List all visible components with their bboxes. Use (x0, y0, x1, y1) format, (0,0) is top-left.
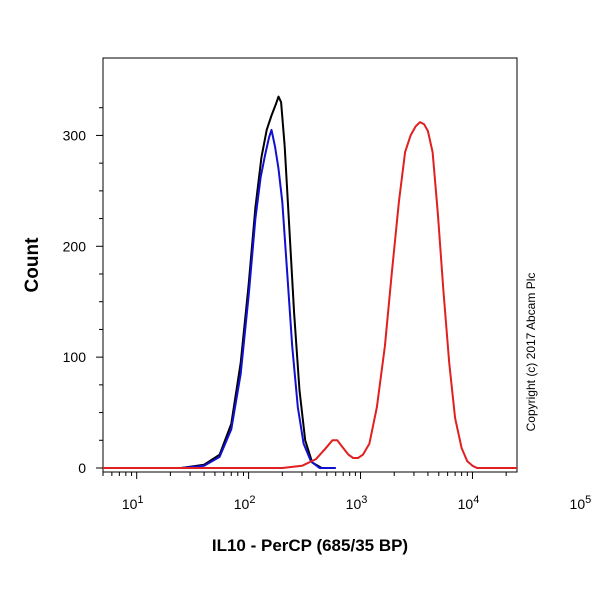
series-line-1 (103, 95, 336, 469)
y-axis-title: Count (22, 237, 43, 293)
copyright-annotation: Copyright (c) 2017 Abcam Plc (524, 273, 538, 432)
series-layer (103, 95, 517, 469)
x-tick-label: 102 (234, 494, 256, 512)
x-axis-ticks: 101 102 103 104 105 (102, 472, 592, 512)
x-tick-label: 101 (122, 494, 144, 512)
y-axis-ticks: 0 100 200 300 (63, 107, 103, 476)
y-tick-label: 200 (63, 238, 87, 254)
x-tick-label: 104 (458, 494, 480, 512)
x-tick-label: 105 (570, 494, 592, 512)
y-tick-label: 300 (63, 127, 87, 143)
series-line-2 (103, 128, 336, 469)
plot-frame (102, 57, 518, 473)
x-axis-title: IL10 - PerCP (685/35 BP) (212, 536, 408, 555)
y-tick-label: 0 (78, 460, 86, 476)
series-line-3 (103, 121, 517, 469)
y-tick-label: 100 (63, 349, 87, 365)
x-tick-label: 103 (346, 494, 368, 512)
